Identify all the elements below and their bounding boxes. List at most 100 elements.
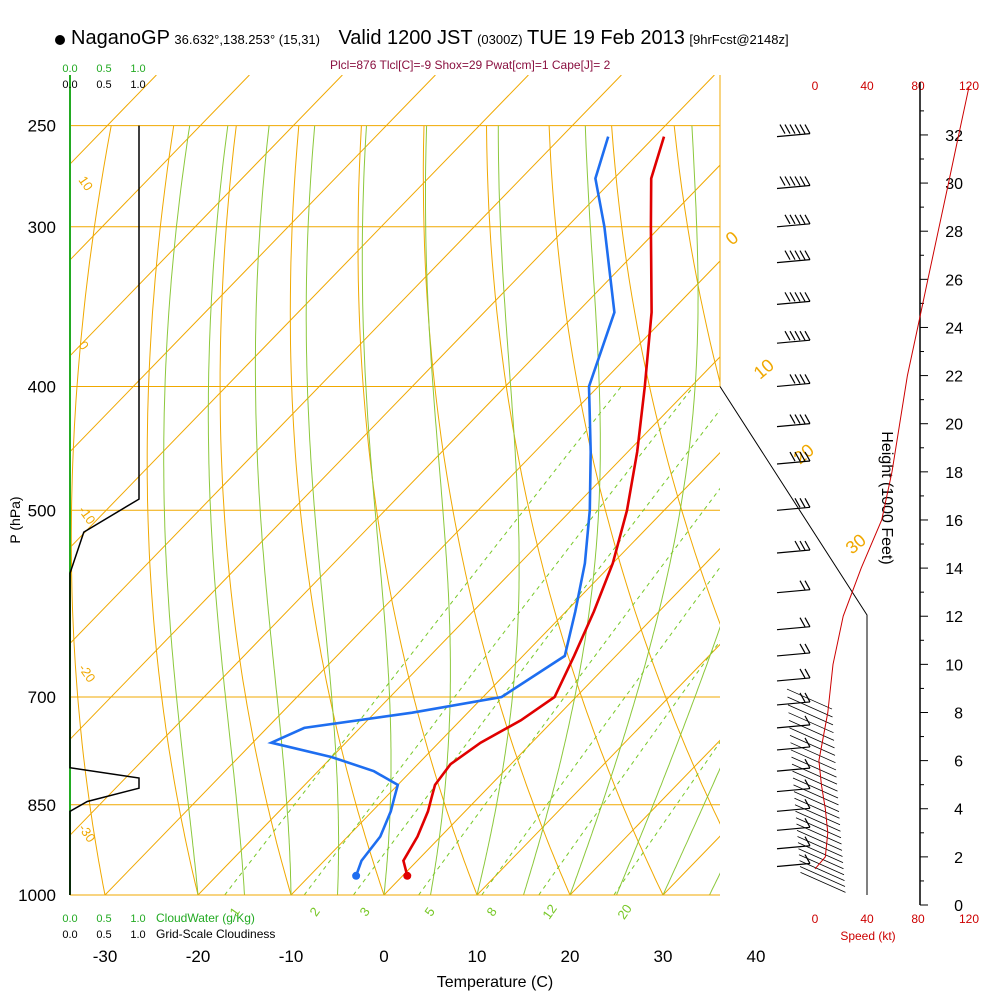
pressure-tick-label: 250 xyxy=(28,117,56,136)
wind-barb-shaft xyxy=(790,749,837,771)
moist-adiabat-line xyxy=(163,125,199,895)
height-tick-label: 6 xyxy=(954,754,963,771)
isotherm-line xyxy=(70,75,529,549)
cloudiness-top-tick-label: 0.0 xyxy=(62,79,77,91)
cloudwater-bottom-tick-label: 1.0 xyxy=(130,913,145,925)
wind-barb-shaft xyxy=(792,777,839,799)
wind-barb-flag xyxy=(794,124,801,134)
wind-barb-flag xyxy=(804,854,811,864)
mixing-ratio-label: 12 xyxy=(539,901,560,921)
height-tick-label: 14 xyxy=(945,561,963,578)
mixing-ratio-label: 5 xyxy=(421,904,437,919)
wind-barb-flag xyxy=(794,176,801,186)
temperature-tick-label: 10 xyxy=(468,947,487,966)
wind-barb-shaft xyxy=(776,132,811,138)
wind-barb-shaft xyxy=(799,860,845,882)
pressure-tick-label: 300 xyxy=(28,218,56,237)
mixing-ratio-label: 8 xyxy=(483,904,499,919)
isotherm-line xyxy=(756,75,1000,895)
theta-e-label: 30 xyxy=(842,530,870,558)
wind-barb-flag xyxy=(804,250,811,260)
theta-e-label: 20 xyxy=(790,440,818,468)
height-tick-label: 32 xyxy=(945,128,963,145)
wind-barb-flag xyxy=(804,374,811,384)
valid-date: TUE 19 Feb 2013 xyxy=(527,27,685,49)
wind-barb-flag xyxy=(779,124,786,134)
speed-top-tick-label: 40 xyxy=(860,79,874,93)
isotherm-line xyxy=(104,260,720,895)
dry-adiabat-line xyxy=(146,125,199,895)
pressure-tick-label: 400 xyxy=(28,377,56,396)
wind-barb-flag xyxy=(784,176,791,186)
pressure-tick-label: 500 xyxy=(28,501,56,520)
wind-barb-shaft xyxy=(776,845,811,850)
moist-adiabat-line xyxy=(569,125,699,895)
surface-temperature-dot xyxy=(403,871,412,880)
isotherm-line xyxy=(70,75,250,261)
wind-barb-shaft xyxy=(794,804,841,826)
mixing-ratio-line xyxy=(481,566,720,895)
cloudwater-bottom-tick-label: 0.0 xyxy=(62,913,77,925)
station-name: NaganoGP xyxy=(71,27,170,49)
wind-barb-shaft xyxy=(776,460,811,465)
wind-barb-flag xyxy=(784,214,791,225)
wind-barb-flag xyxy=(804,498,811,508)
speed-bottom-tick-label: 80 xyxy=(911,912,925,926)
theta-e-label: 0 xyxy=(722,227,743,249)
wind-barb-flag xyxy=(804,692,811,703)
dewpoint-profile-line xyxy=(267,136,616,877)
cloudwater-label: CloudWater (g/Kg) xyxy=(156,911,255,925)
isotherm-line xyxy=(70,75,436,453)
wind-barb-shaft xyxy=(800,871,846,893)
isotherm-line xyxy=(662,835,720,895)
isotherm-line xyxy=(70,75,622,645)
moist-adiabat-line xyxy=(361,125,392,895)
isotherm-line xyxy=(70,75,157,165)
wind-barb-flag xyxy=(799,330,806,341)
wind-barb-shaft xyxy=(789,734,836,756)
cloudwater-top-tick-label: 0.0 xyxy=(62,63,77,75)
dry-adiabat-line xyxy=(357,125,478,895)
dry-adiabat-label: 10 xyxy=(76,173,97,193)
wind-barb-shaft xyxy=(776,652,811,657)
isotherm-line xyxy=(383,547,720,895)
height-tick-label: 20 xyxy=(945,417,963,434)
wind-barb-flag xyxy=(789,451,796,462)
chart-header: NaganoGP 36.632°,138.253° (15,31) Valid … xyxy=(55,27,789,50)
wind-barb-shaft xyxy=(795,817,842,839)
wind-barb-shaft xyxy=(776,422,811,428)
zulu-time: (0300Z) xyxy=(477,32,523,47)
wind-barb-flag xyxy=(804,617,811,627)
dry-adiabat-line xyxy=(611,125,720,626)
pressure-tick-label: 1000 xyxy=(18,886,56,905)
surface-dewpoint-dot xyxy=(352,871,361,880)
speed-top-tick-label: 0 xyxy=(812,79,819,93)
cloudiness-bottom-tick-label: 0.5 xyxy=(96,929,111,941)
wind-barb-shaft xyxy=(793,791,840,812)
cloudiness-bottom-tick-label: 1.0 xyxy=(130,929,145,941)
height-tick-label: 28 xyxy=(945,224,963,241)
wind-barb-flag xyxy=(804,580,811,590)
moist-adiabat-line xyxy=(254,125,292,895)
wind-barb-shaft xyxy=(787,696,833,718)
dry-adiabat-line xyxy=(486,125,664,895)
wind-barb-shaft xyxy=(788,719,835,741)
wind-barb-flag xyxy=(799,451,806,462)
wind-barb-flag xyxy=(799,292,806,302)
temperature-profile-line xyxy=(402,136,666,877)
wind-barb-flag xyxy=(794,451,801,462)
moist-adiabat-line xyxy=(305,125,340,895)
wind-barb-shaft xyxy=(794,797,840,819)
wind-barb-flag xyxy=(804,540,811,551)
wind-barb-flag xyxy=(799,692,806,703)
dry-adiabat-line xyxy=(987,126,1000,895)
wind-barb-flag xyxy=(784,292,791,302)
height-tick-label: 26 xyxy=(945,272,963,289)
wind-barb-flag xyxy=(799,124,806,134)
height-tick-label: 30 xyxy=(945,176,963,193)
wind-speed-profile-line xyxy=(814,86,970,870)
mixing-ratio-label: 20 xyxy=(614,901,635,921)
wind-barb-flag xyxy=(799,540,806,551)
wind-barb-flag xyxy=(789,214,796,225)
wind-barb-flag xyxy=(794,374,801,384)
